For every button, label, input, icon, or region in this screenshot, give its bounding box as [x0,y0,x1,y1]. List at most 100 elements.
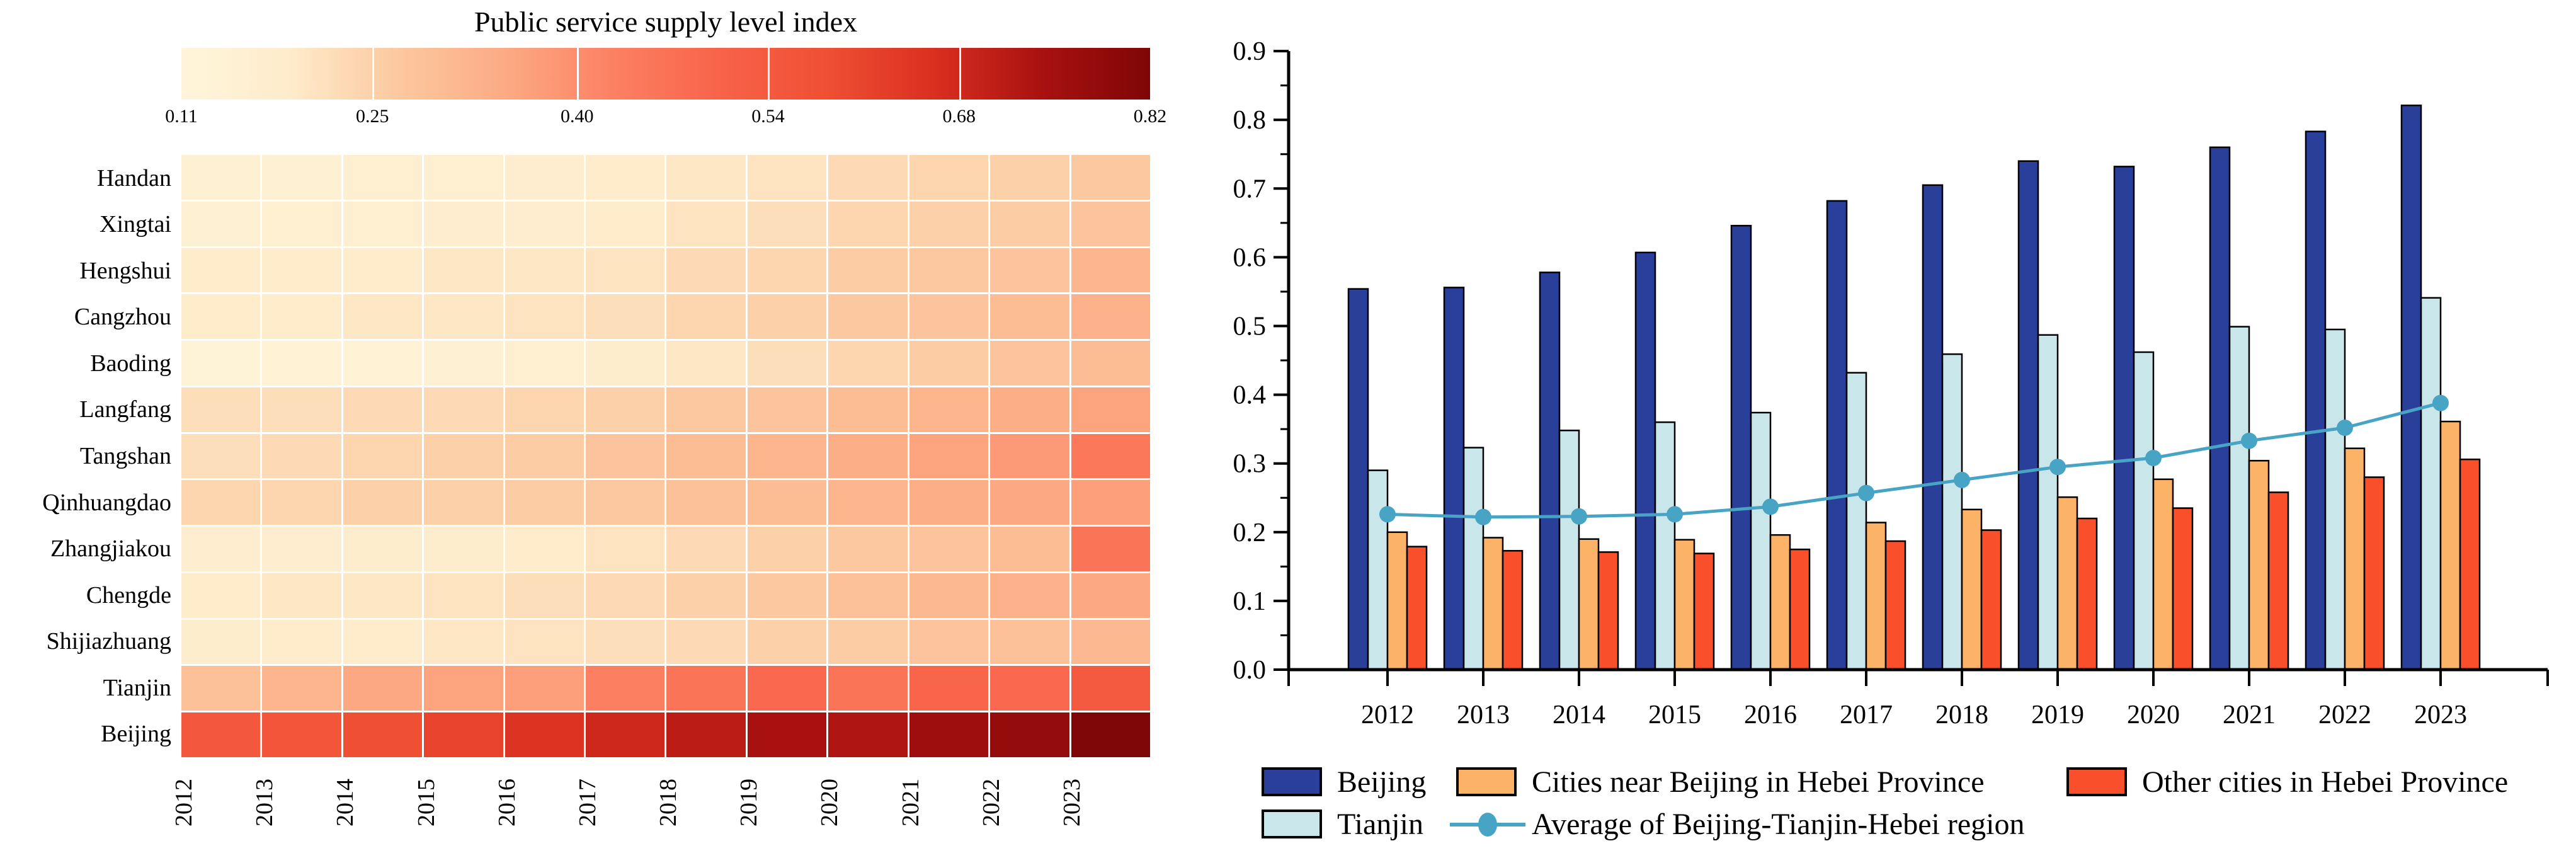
heatmap-cell [909,619,989,665]
heatmap-cell [666,619,746,665]
heatmap-row-label: Cangzhou [74,304,171,331]
bar-cities-near-beijing-in-hebei-province [1961,508,1983,671]
heatmap-cell [504,712,584,757]
heatmap-cell [990,666,1069,711]
heatmap-cell [828,527,908,571]
heatmap-cell [990,433,1069,479]
heatmap-cell [828,619,908,665]
heatmap-cell [666,712,746,757]
heatmap-cell [909,294,989,340]
bar-tianjin [1845,372,1867,671]
heatmap-cell [990,155,1069,200]
heatmap-cell [909,201,989,246]
heatmap-cell [990,527,1069,571]
heatmap-cell [828,341,908,386]
x-tick-label: 2023 [2414,701,2467,729]
heatmap-cell [343,294,423,340]
bar-tianjin [2324,328,2346,671]
heatmap-cell [504,573,584,618]
heatmap-cell [181,201,261,246]
heatmap-year-label: 2022 [977,779,1005,827]
heatmap-cell [343,666,423,711]
heatmap-cell [828,480,908,525]
heatmap-cell [747,666,827,711]
heatmap-panel: Public service supply level index 0.11 0.… [0,0,1216,858]
y-tick-label: 0.6 [1233,243,1267,272]
heatmap-cell [747,155,827,200]
heatmap-cell [586,480,665,525]
heatmap-cell [343,433,423,479]
heatmap-cell [181,387,261,432]
heatmap-cell [1071,155,1150,200]
heatmap-cell [666,294,746,340]
bar-tianjin [2037,334,2059,671]
heatmap-cell [1071,201,1150,246]
bar-beijing [1347,288,1369,671]
heatmap-row-label: Baoding [90,350,171,377]
heatmap-cell [262,433,341,479]
heatmap-year-label: 2014 [332,779,359,827]
bar-other-cities-in-hebei-province [2459,458,2481,671]
heatmap-cell [1071,294,1150,340]
heatmap-cell [990,248,1069,293]
y-tick-label: 0.9 [1233,37,1267,66]
heatmap-cell [181,341,261,386]
average-line-marker [1571,508,1587,525]
heatmap-cell [424,573,503,618]
heatmap-cell [666,480,746,525]
bar-beijing [2209,146,2231,671]
colorbar-tick-line [768,48,770,100]
heatmap-cell [666,248,746,293]
heatmap-row-label: Tianjin [103,674,171,701]
heatmap-cell [262,387,341,432]
heatmap-cell [181,155,261,200]
bar-tianjin [1462,447,1485,671]
heatmap-cell [424,248,503,293]
bar-cities-near-beijing-in-hebei-province [1578,538,1600,671]
heatmap-cell [504,527,584,571]
heatmap-cell [504,666,584,711]
heatmap-cell [504,387,584,432]
bar-beijing [1539,272,1561,671]
bar-beijing [1826,200,1848,671]
x-tick-label: 2014 [1553,701,1605,729]
colorbar-tick-label: 0.54 [751,106,785,127]
heatmap-cell [909,712,989,757]
heatmap-cell [586,573,665,618]
heatmap-cell [586,294,665,340]
heatmap-cell [909,248,989,293]
heatmap-cell [343,248,423,293]
heatmap-cell [504,480,584,525]
heatmap-cell [1071,573,1150,618]
heatmap-cell [262,341,341,386]
bar-other-cities-in-hebei-province [2076,517,2098,671]
heatmap-cell [1071,619,1150,665]
average-line-marker [1667,506,1683,523]
heatmap-cell [504,201,584,246]
heatmap-cell [181,619,261,665]
heatmap-cell [828,248,908,293]
heatmap-cell [747,712,827,757]
heatmap-cell [424,341,503,386]
x-tick-label: 2012 [1361,701,1414,729]
bar-other-cities-in-hebei-province [1597,551,1619,671]
heatmap-cell [990,573,1069,618]
heatmap-row-label: Zhangjiakou [50,535,171,563]
colorbar-tick-labels: 0.11 0.25 0.40 0.54 0.68 0.82 [0,106,1216,131]
heatmap-row-label: Handan [96,164,171,192]
heatmap-cell [747,573,827,618]
heatmap-cell [181,480,261,525]
heatmap-cell [1071,248,1150,293]
heatmap-cell [262,712,341,757]
colorbar-tick-line [372,48,374,100]
heatmap-cell [343,480,423,525]
heatmap-cell [909,155,989,200]
heatmap-cell [1071,480,1150,525]
heatmap-cell [990,201,1069,246]
bar-cities-near-beijing-in-hebei-province [2248,460,2270,671]
x-tick-label: 2013 [1457,701,1510,729]
heatmap-cell [424,155,503,200]
heatmap-cell [586,155,665,200]
heatmap-cell [181,248,261,293]
heatmap-row-label: Shijiazhuang [46,628,171,655]
